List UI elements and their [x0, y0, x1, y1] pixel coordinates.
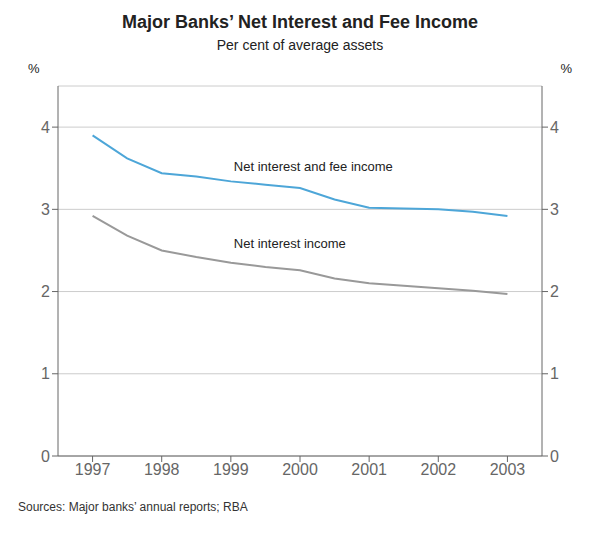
svg-text:0: 0 — [550, 448, 559, 465]
svg-text:2: 2 — [550, 283, 559, 300]
html-text:Sources: Major banks’ annual r: Sources: Major banks’ annual reports; RB… — [18, 500, 248, 514]
svg-text:1998: 1998 — [144, 461, 180, 478]
svg-text:2002: 2002 — [420, 461, 456, 478]
svg-text:1999: 1999 — [213, 461, 249, 478]
svg-text:Net interest income: Net interest income — [234, 236, 346, 251]
svg-text:2000: 2000 — [282, 461, 318, 478]
svg-text:1: 1 — [41, 365, 50, 382]
svg-text:2003: 2003 — [490, 461, 526, 478]
svg-text:Net interest and fee income: Net interest and fee income — [234, 159, 393, 174]
html-text:Per cent of average assets: Per cent of average assets — [216, 37, 384, 53]
svg-text:3: 3 — [550, 201, 559, 218]
svg-text:0: 0 — [41, 448, 50, 465]
svg-text:2001: 2001 — [351, 461, 387, 478]
svg-text:1: 1 — [550, 365, 559, 382]
svg-text:3: 3 — [41, 201, 50, 218]
svg-text:4: 4 — [550, 119, 559, 136]
svg-text:4: 4 — [41, 119, 50, 136]
svg-text:1997: 1997 — [75, 461, 111, 478]
svg-text:2: 2 — [41, 283, 50, 300]
html-text:Major Banks’ Net Interest and: Major Banks’ Net Interest and Fee Income — [121, 12, 478, 32]
